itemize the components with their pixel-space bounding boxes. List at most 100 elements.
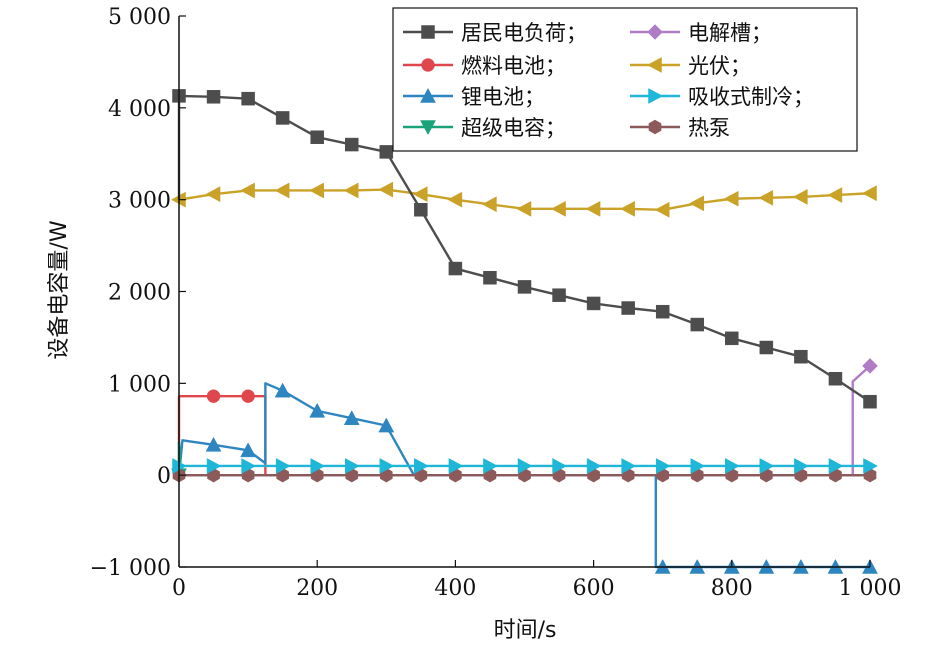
data-point	[206, 389, 221, 403]
y-tick-labels: −1 000 0 1 000 2 000 3 000 4 000 5 000	[90, 5, 171, 581]
data-point	[621, 458, 637, 474]
data-point	[448, 458, 464, 474]
data-point	[379, 145, 394, 159]
legend-item: 电解槽；	[630, 21, 772, 45]
legend-label: 热泵	[688, 116, 730, 140]
data-point	[723, 190, 739, 207]
data-point	[517, 280, 532, 294]
data-point	[240, 182, 255, 199]
data-point	[448, 261, 463, 276]
legend-marker	[646, 57, 662, 73]
data-point	[655, 304, 670, 319]
series-6	[172, 458, 879, 474]
x-tick-label: 400	[434, 576, 476, 601]
legend-item: 居民电负荷；	[403, 21, 587, 45]
data-point	[861, 185, 877, 202]
x-tick-label: 1 000	[839, 576, 902, 601]
data-point	[827, 187, 843, 203]
data-point	[206, 90, 221, 104]
data-point	[274, 382, 291, 398]
data-point	[481, 196, 497, 213]
legend-label: 电解槽；	[688, 21, 772, 45]
data-point	[483, 270, 497, 285]
data-point	[690, 458, 706, 474]
data-point	[863, 394, 877, 409]
legend-item: 光伏；	[630, 54, 751, 78]
data-point	[378, 181, 394, 198]
legend-marker	[421, 25, 435, 39]
legend-marker	[421, 58, 435, 72]
data-point	[483, 458, 498, 474]
data-point	[586, 458, 602, 474]
data-point	[690, 317, 704, 332]
x-tick-label: 600	[573, 576, 615, 601]
data-point	[310, 130, 324, 144]
data-point	[551, 200, 566, 217]
x-tick-label: 0	[172, 576, 186, 601]
data-point	[794, 458, 809, 474]
x-tick-label: 800	[711, 576, 753, 601]
data-point	[345, 137, 359, 152]
data-point	[343, 410, 360, 425]
data-point	[379, 458, 395, 474]
series-7	[172, 467, 877, 483]
data-point	[517, 458, 533, 474]
data-point	[725, 458, 740, 474]
legend-label: 锂电池；	[461, 85, 545, 109]
data-point	[241, 458, 257, 474]
legend-marker	[647, 24, 663, 40]
data-point	[552, 288, 566, 302]
legend-label: 超级电容；	[461, 116, 566, 140]
data-point	[862, 358, 878, 374]
legend-box	[392, 7, 858, 152]
data-point	[621, 301, 635, 315]
y-tick-label: 0	[157, 464, 171, 489]
data-point	[759, 458, 775, 474]
series-4	[179, 358, 878, 477]
y-tick-label: 1 000	[108, 372, 171, 397]
legend-item: 热泵	[630, 116, 730, 140]
data-point	[343, 182, 359, 199]
data-point	[792, 188, 808, 205]
legend-label: 燃料电池；	[461, 54, 566, 78]
legend-marker	[648, 88, 664, 104]
data-point	[274, 182, 290, 199]
data-point	[412, 186, 428, 203]
legend-label: 光伏；	[688, 54, 751, 78]
data-point	[241, 91, 255, 106]
data-point	[414, 458, 429, 474]
data-point	[240, 442, 257, 458]
series-line	[179, 364, 871, 477]
data-point	[585, 200, 601, 217]
plot-area	[170, 89, 879, 574]
axes	[178, 15, 871, 568]
data-point	[758, 189, 774, 206]
x-axis-title: 时间/s	[494, 618, 557, 643]
x-tick-labels: 0 200 400 600 800 1 000	[172, 576, 901, 601]
data-point	[275, 111, 290, 125]
data-point	[205, 436, 222, 452]
y-tick-label: −1 000	[90, 556, 171, 581]
data-point	[586, 296, 601, 311]
data-point	[689, 195, 704, 212]
data-point	[447, 191, 463, 208]
data-point	[828, 371, 843, 386]
data-point	[414, 203, 428, 217]
legend: 居民电负荷； 燃料电池； 锂电池； 超级电容； 电解槽； 光伏； 吸收式制冷； 热泵	[392, 7, 858, 152]
x-tick-label: 200	[296, 576, 338, 601]
data-point	[794, 349, 808, 364]
series-5	[170, 181, 877, 218]
data-point	[206, 458, 222, 474]
legend-marker	[648, 119, 662, 135]
data-point	[309, 182, 324, 199]
data-point	[516, 200, 532, 217]
data-point	[828, 458, 844, 474]
y-tick-label: 5 000	[108, 5, 171, 30]
legend-item: 吸收式制冷；	[630, 85, 814, 109]
legend-item: 锂电池；	[403, 85, 545, 109]
legend-marker	[420, 120, 436, 136]
data-point	[863, 458, 879, 474]
series-line	[177, 94, 871, 403]
data-point	[241, 389, 255, 403]
